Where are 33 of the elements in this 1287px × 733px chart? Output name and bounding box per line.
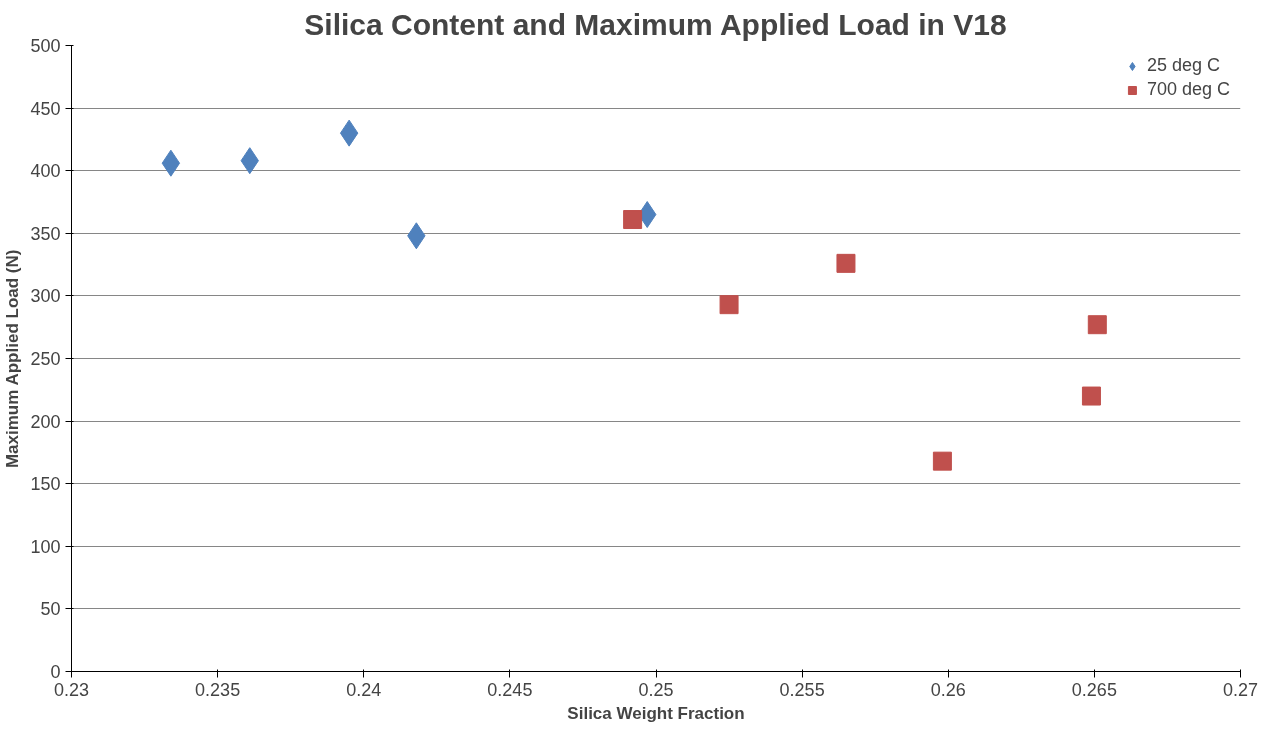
x-tick-label: 0.26 (930, 679, 966, 700)
x-tick-label: 0.255 (779, 679, 825, 700)
x-tick-label: 0.27 (1222, 679, 1259, 700)
point (932, 451, 952, 471)
y-tick-label: 250 (30, 349, 61, 369)
y-tick-label: 400 (30, 161, 61, 182)
x-axis-title: Silica Weight Fraction (567, 703, 745, 723)
x-tick-label: 0.24 (346, 679, 382, 700)
point (719, 295, 739, 315)
y-axis-title: Maximum Applied Load (N) (3, 249, 23, 469)
y-tick-label: 0 (50, 662, 61, 682)
y-tick-label: 50 (40, 599, 61, 620)
chart-title: Silica Content and Maximum Applied Load in V18 (304, 7, 1007, 41)
x-tick-label: 0.23 (53, 679, 90, 700)
legend-label: 25 deg C (1146, 55, 1220, 76)
point (1087, 315, 1107, 335)
legend-label: 700 deg C (1146, 79, 1230, 100)
point (836, 253, 856, 273)
x-tick-label: 0.265 (1071, 679, 1117, 700)
y-tick-label: 450 (30, 98, 61, 119)
y-tick-label: 200 (30, 411, 61, 432)
point (623, 210, 643, 230)
point (161, 149, 181, 177)
x-tick-label: 0.25 (638, 679, 674, 700)
y-tick-label: 300 (30, 286, 61, 307)
y-tick-label: 100 (30, 536, 61, 557)
point (339, 119, 359, 147)
y-tick-label: 150 (30, 474, 61, 495)
y-tick-label: 350 (30, 223, 61, 244)
y-tick-label: 500 (30, 36, 61, 56)
point (1081, 386, 1101, 406)
x-tick-label: 0.245 (487, 679, 533, 700)
x-tick-label: 0.235 (195, 679, 241, 700)
